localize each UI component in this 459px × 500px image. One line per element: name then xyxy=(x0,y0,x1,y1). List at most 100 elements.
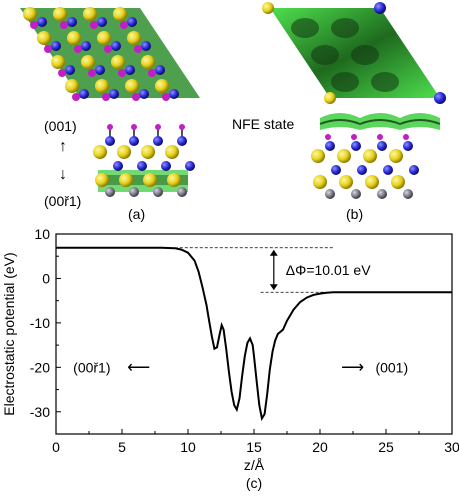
nitrogen-atom xyxy=(357,165,367,175)
x-tick-label: 10 xyxy=(180,439,196,455)
sulfur-atom xyxy=(95,173,109,187)
sulfur-atom xyxy=(83,7,97,21)
potential-series-line xyxy=(56,246,452,422)
sulfur-atom xyxy=(53,7,67,21)
nitrogen-atom xyxy=(177,136,187,146)
sulfur-atom xyxy=(141,55,155,69)
delta-phi-annotation: ΔΦ=10.01 eV xyxy=(286,262,371,278)
sulfur-atom xyxy=(337,149,351,163)
metal-atom xyxy=(129,187,139,197)
nitrogen-atom xyxy=(79,89,89,99)
hydrogen-atom xyxy=(162,93,170,101)
sulfur-atom xyxy=(365,175,379,189)
plot-frame xyxy=(55,233,453,435)
sulfur-atom xyxy=(95,79,109,93)
sulfur-atom xyxy=(391,175,405,189)
structure-panels xyxy=(20,2,446,199)
metal-atom xyxy=(153,187,163,197)
x-axis-ticks: 0 5 10 15 20 25 30 xyxy=(52,429,459,455)
sulfur-atom xyxy=(67,31,81,45)
sulfur-atom xyxy=(143,173,157,187)
nitrogen-atom xyxy=(37,17,47,27)
sulfur-atom xyxy=(93,145,107,159)
nitrogen-atom xyxy=(125,65,135,75)
left-arrow-icon: ⟵ xyxy=(127,359,150,376)
nitrogen-atom xyxy=(331,165,341,175)
hydrogen-atom xyxy=(134,45,142,53)
hydrogen-atom xyxy=(132,93,140,101)
nitrogen-atom xyxy=(81,41,91,51)
metal-atom xyxy=(403,189,413,199)
metal-atom xyxy=(177,187,187,197)
nitrogen-atom xyxy=(127,17,137,27)
nfe-state-label: NFE state xyxy=(232,116,295,132)
sulfur-atom xyxy=(117,145,131,159)
sulfur-atom xyxy=(23,7,37,21)
panel-a-side-view xyxy=(93,124,195,197)
sulfur-atom xyxy=(81,55,95,69)
sulfur-atom xyxy=(155,79,169,93)
hydrogen-atom xyxy=(377,134,383,140)
right-side-direction-label: (001) xyxy=(375,359,408,375)
x-tick-label: 15 xyxy=(246,439,262,455)
x-tick-label: 25 xyxy=(378,439,394,455)
sulfur-atom xyxy=(165,145,179,159)
sulfur-atom xyxy=(363,149,377,163)
hydrogen-atom xyxy=(120,21,128,29)
hydrogen-atom xyxy=(118,69,126,77)
hydrogen-atom xyxy=(58,69,66,77)
y-tick-label: -30 xyxy=(30,404,50,420)
direction-00-1-label: (00ř1) xyxy=(44,193,82,209)
panel-a-top-view xyxy=(20,7,200,101)
right-arrow-icon: ⟶ xyxy=(341,359,364,376)
y-tick-label: -20 xyxy=(30,359,50,375)
hydrogen-atom xyxy=(60,21,68,29)
nitrogen-atom xyxy=(105,136,115,146)
metal-atom xyxy=(377,189,387,199)
nitrogen-atom xyxy=(383,165,393,175)
metal-atom xyxy=(105,187,115,197)
up-arrow-icon: ↑ xyxy=(59,138,67,155)
nitrogen-atom xyxy=(137,161,147,171)
sulfur-atom xyxy=(141,145,155,159)
hydrogen-atom xyxy=(107,124,113,130)
panel-b-side-view xyxy=(311,113,441,199)
metal-atom xyxy=(351,189,361,199)
panel-a-label: (a) xyxy=(128,206,146,222)
hydrogen-atom xyxy=(351,134,357,140)
nitrogen-atom xyxy=(67,17,77,27)
x-tick-label: 20 xyxy=(312,439,328,455)
sulfur-atom xyxy=(125,79,139,93)
sulfur-atom xyxy=(51,55,65,69)
x-tick-label: 0 xyxy=(52,439,60,455)
panel-b-label: (b) xyxy=(346,206,364,222)
nitrogen-atom xyxy=(109,89,119,99)
hydrogen-atom xyxy=(44,45,52,53)
nitrogen-atom xyxy=(409,165,419,175)
nitrogen-atom xyxy=(111,41,121,51)
hydrogen-atom xyxy=(72,93,80,101)
hydrogen-atom xyxy=(30,21,38,29)
sulfur-atom xyxy=(313,175,327,189)
nitrogen-atom xyxy=(153,136,163,146)
hydrogen-atom xyxy=(104,45,112,53)
direction-001-label: (001) xyxy=(44,118,77,134)
panel-c-label: (c) xyxy=(246,475,262,491)
nitrogen-atom xyxy=(141,41,151,51)
nitrogen-atom xyxy=(377,141,387,151)
nitrogen-atom xyxy=(351,141,361,151)
hydrogen-atom xyxy=(88,69,96,77)
nitrogen-atom xyxy=(97,17,107,27)
hydrogen-atom xyxy=(325,134,331,140)
y-axis-label: Electrostatic potential (eV) xyxy=(1,252,17,415)
sulfur-atom xyxy=(113,7,127,21)
sulfur-atom xyxy=(167,173,181,187)
sulfur-atom xyxy=(37,31,51,45)
hydrogen-atom xyxy=(179,124,185,130)
hydrogen-atom xyxy=(403,134,409,140)
left-side-direction-label: (00ř1) xyxy=(73,359,110,375)
y-tick-label: 10 xyxy=(34,226,50,242)
sulfur-atom xyxy=(119,173,133,187)
nitrogen-atom xyxy=(169,89,179,99)
nitrogen-atom xyxy=(155,65,165,75)
